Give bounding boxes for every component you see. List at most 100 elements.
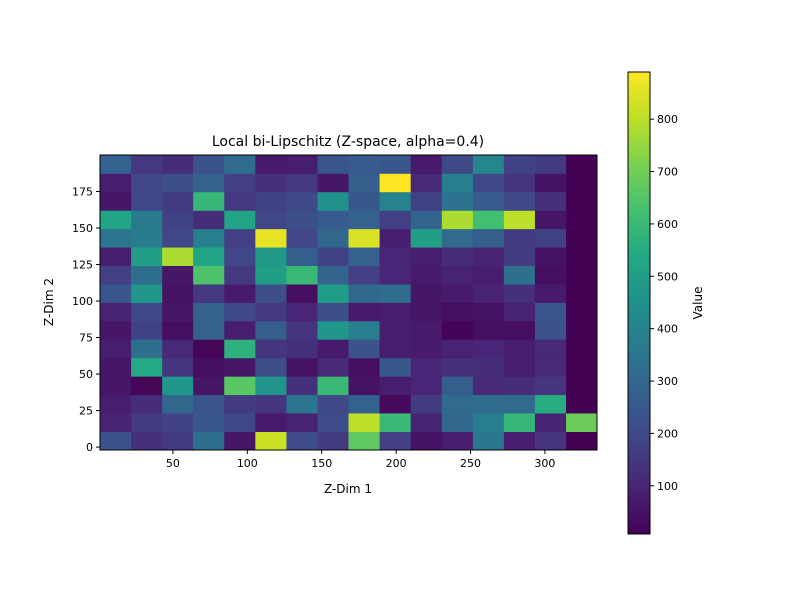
- heatmap-cell: [131, 284, 163, 303]
- heatmap-cell: [193, 210, 225, 230]
- heatmap-cell: [100, 284, 132, 303]
- heatmap-cell: [534, 228, 567, 248]
- heatmap-cell: [566, 431, 598, 451]
- chart-title: Local bi-Lipschitz (Z-space, alpha=0.4): [212, 134, 484, 150]
- heatmap-cell: [286, 357, 318, 377]
- x-tick-label: 100: [237, 457, 258, 470]
- heatmap-cell: [441, 339, 474, 359]
- heatmap-cell: [162, 191, 194, 211]
- heatmap-cell: [534, 320, 567, 340]
- heatmap-cell: [131, 413, 163, 432]
- heatmap-cell: [224, 394, 256, 414]
- heatmap-cell: [317, 173, 349, 193]
- heatmap-cell: [131, 302, 163, 322]
- heatmap-cell: [410, 394, 443, 414]
- heatmap-cell: [534, 302, 567, 322]
- colorbar-label: Value: [691, 287, 705, 320]
- heatmap-cell: [131, 320, 163, 340]
- x-tick-label: 150: [311, 457, 332, 470]
- heatmap-cell: [100, 320, 132, 340]
- heatmap-cell: [286, 302, 318, 322]
- heatmap-cell: [100, 339, 132, 359]
- heatmap-cell: [317, 413, 349, 432]
- heatmap-cell: [348, 413, 380, 432]
- heatmap-cell: [410, 413, 443, 432]
- heatmap-cell: [100, 431, 132, 451]
- heatmap-cell: [566, 228, 598, 248]
- heatmap-cell: [255, 228, 287, 248]
- heatmap-cell: [441, 228, 474, 248]
- colorbar-tick-label: 800: [657, 113, 678, 126]
- heatmap-cell: [193, 191, 225, 211]
- heatmap-cell: [503, 302, 536, 322]
- plot-frame: [99, 154, 598, 451]
- heatmap-cell: [100, 394, 132, 414]
- heatmap-cell: [193, 394, 225, 414]
- heatmap-cell: [255, 431, 287, 451]
- heatmap-cell: [348, 173, 380, 193]
- heatmap-cell: [441, 394, 474, 414]
- heatmap-cell: [286, 339, 318, 359]
- heatmap-cell: [162, 431, 194, 451]
- heatmap-cell: [162, 284, 194, 303]
- heatmap-cell: [224, 155, 256, 174]
- heatmap-cell: [441, 302, 474, 322]
- heatmap-cell: [224, 431, 256, 451]
- heatmap-cell: [441, 191, 474, 211]
- heatmap-cell: [317, 320, 349, 340]
- heatmap-cell: [131, 376, 163, 396]
- heatmap-cell: [286, 284, 318, 303]
- heatmap-cell: [224, 302, 256, 322]
- heatmap-cell: [162, 247, 194, 266]
- heatmap-cell: [472, 339, 505, 359]
- x-tick-label: 250: [460, 457, 481, 470]
- heatmap-cell: [503, 210, 536, 230]
- heatmap-cell: [286, 191, 318, 211]
- heatmap-cell: [410, 155, 443, 174]
- heatmap-cell: [348, 284, 380, 303]
- heatmap-cell: [100, 413, 132, 432]
- heatmap-cell: [410, 284, 443, 303]
- heatmap-cell: [224, 247, 256, 266]
- heatmap-cell: [503, 431, 536, 451]
- colorbar-tick-label: 300: [657, 375, 678, 388]
- heatmap-cell: [348, 210, 380, 230]
- heatmap-cell: [534, 376, 567, 396]
- heatmap-cell: [410, 339, 443, 359]
- heatmap-cell: [224, 413, 256, 432]
- heatmap-cell: [441, 173, 474, 193]
- heatmap-cell: [472, 302, 505, 322]
- heatmap-cell: [100, 265, 132, 285]
- heatmap-cell: [410, 228, 443, 248]
- heatmap-cell: [534, 265, 567, 285]
- heatmap-cell: [162, 155, 194, 174]
- heatmap-cell: [100, 247, 132, 266]
- y-tick-label: 125: [72, 259, 93, 272]
- heatmap-cell: [503, 155, 536, 174]
- heatmap-cell: [379, 173, 412, 193]
- heatmap-cell: [224, 210, 256, 230]
- heatmap-cell: [131, 173, 163, 193]
- heatmap-cell: [379, 376, 412, 396]
- heatmap-cell: [503, 357, 536, 377]
- heatmap-cell: [472, 394, 505, 414]
- heatmap-cell: [348, 265, 380, 285]
- heatmap-cell: [255, 320, 287, 340]
- heatmap-cell: [317, 247, 349, 266]
- y-tick-label: 0: [86, 441, 93, 454]
- y-tick-label: 25: [79, 405, 93, 418]
- heatmap-cell: [286, 247, 318, 266]
- heatmap-cell: [224, 284, 256, 303]
- heatmap-cell: [566, 155, 598, 174]
- heatmap-cell: [379, 302, 412, 322]
- heatmap-cell: [379, 191, 412, 211]
- heatmap-cell: [379, 155, 412, 174]
- heatmap-cell: [441, 210, 474, 230]
- heatmap-cell: [379, 228, 412, 248]
- heatmap-cell: [472, 413, 505, 432]
- heatmap-cell: [566, 394, 598, 414]
- heatmap-cell: [286, 155, 318, 174]
- heatmap-cell: [255, 302, 287, 322]
- heatmap-cell: [193, 376, 225, 396]
- heatmap-cell: [410, 247, 443, 266]
